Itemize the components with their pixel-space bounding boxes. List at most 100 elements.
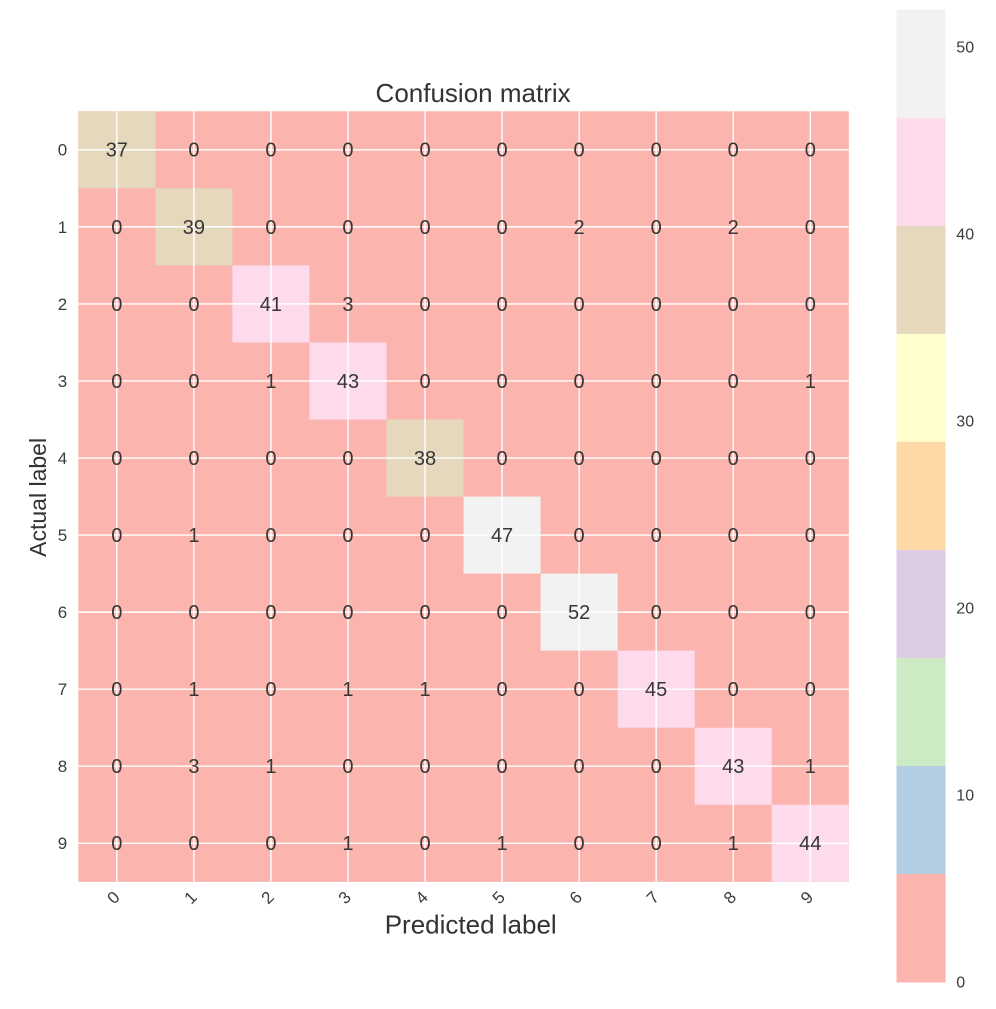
svg-text:1: 1	[419, 679, 430, 701]
svg-text:0: 0	[497, 371, 508, 393]
svg-text:0: 0	[419, 217, 430, 239]
svg-text:0: 0	[574, 525, 585, 547]
svg-text:2: 2	[58, 295, 67, 314]
svg-text:37: 37	[106, 140, 128, 162]
svg-text:0: 0	[728, 525, 739, 547]
svg-text:0: 0	[188, 833, 199, 855]
svg-text:0: 0	[805, 679, 816, 701]
svg-text:0: 0	[651, 140, 662, 162]
svg-text:45: 45	[645, 679, 667, 701]
svg-text:0: 0	[111, 217, 122, 239]
svg-text:0: 0	[265, 525, 276, 547]
svg-text:1: 1	[805, 371, 816, 393]
svg-text:0: 0	[342, 448, 353, 470]
svg-text:0: 0	[265, 833, 276, 855]
svg-text:2: 2	[728, 217, 739, 239]
svg-text:9: 9	[58, 834, 67, 853]
svg-text:0: 0	[651, 371, 662, 393]
svg-text:5: 5	[58, 526, 67, 545]
svg-text:0: 0	[728, 294, 739, 316]
svg-text:0: 0	[651, 602, 662, 624]
svg-text:3: 3	[58, 372, 67, 391]
svg-text:0: 0	[188, 294, 199, 316]
svg-text:6: 6	[58, 603, 67, 622]
svg-text:1: 1	[805, 756, 816, 778]
svg-text:0: 0	[574, 448, 585, 470]
svg-text:43: 43	[337, 371, 359, 393]
svg-text:39: 39	[183, 217, 205, 239]
svg-text:0: 0	[574, 140, 585, 162]
svg-text:0: 0	[58, 141, 67, 160]
svg-text:3: 3	[188, 756, 199, 778]
svg-text:7: 7	[58, 680, 67, 699]
svg-text:0: 0	[419, 602, 430, 624]
svg-text:0: 0	[111, 525, 122, 547]
svg-text:0: 0	[111, 294, 122, 316]
svg-text:0: 0	[342, 140, 353, 162]
svg-text:0: 0	[265, 140, 276, 162]
svg-text:0: 0	[651, 448, 662, 470]
svg-text:0: 0	[497, 217, 508, 239]
svg-text:0: 0	[111, 602, 122, 624]
svg-text:1: 1	[497, 833, 508, 855]
svg-text:20: 20	[956, 601, 974, 618]
svg-text:52: 52	[568, 602, 590, 624]
svg-text:0: 0	[419, 140, 430, 162]
svg-text:0: 0	[265, 217, 276, 239]
svg-text:Actual label: Actual label	[25, 438, 51, 557]
svg-text:0: 0	[497, 602, 508, 624]
svg-text:0: 0	[497, 448, 508, 470]
svg-text:0: 0	[651, 294, 662, 316]
svg-text:0: 0	[728, 371, 739, 393]
svg-text:1: 1	[188, 679, 199, 701]
svg-text:0: 0	[651, 217, 662, 239]
svg-text:0: 0	[651, 756, 662, 778]
svg-text:0: 0	[805, 525, 816, 547]
svg-text:38: 38	[414, 448, 436, 470]
svg-text:Confusion matrix: Confusion matrix	[376, 78, 571, 108]
svg-text:0: 0	[651, 833, 662, 855]
svg-text:0: 0	[805, 140, 816, 162]
svg-text:43: 43	[722, 756, 744, 778]
svg-text:1: 1	[265, 371, 276, 393]
svg-text:0: 0	[728, 602, 739, 624]
svg-text:0: 0	[265, 679, 276, 701]
svg-text:0: 0	[188, 448, 199, 470]
svg-text:0: 0	[728, 448, 739, 470]
svg-text:0: 0	[728, 140, 739, 162]
svg-text:0: 0	[574, 294, 585, 316]
svg-text:0: 0	[651, 525, 662, 547]
svg-text:0: 0	[188, 602, 199, 624]
svg-text:1: 1	[728, 833, 739, 855]
svg-text:0: 0	[419, 294, 430, 316]
svg-text:2: 2	[574, 217, 585, 239]
svg-text:0: 0	[111, 679, 122, 701]
svg-text:0: 0	[111, 833, 122, 855]
svg-text:Predicted label: Predicted label	[385, 910, 557, 940]
svg-text:1: 1	[265, 756, 276, 778]
svg-text:0: 0	[188, 371, 199, 393]
svg-text:10: 10	[956, 788, 974, 805]
svg-text:0: 0	[188, 140, 199, 162]
svg-text:8: 8	[58, 757, 67, 776]
svg-text:0: 0	[111, 371, 122, 393]
svg-text:0: 0	[497, 756, 508, 778]
svg-text:0: 0	[805, 448, 816, 470]
svg-text:0: 0	[111, 448, 122, 470]
svg-text:0: 0	[342, 525, 353, 547]
svg-text:41: 41	[260, 294, 282, 316]
svg-text:0: 0	[342, 756, 353, 778]
svg-text:0: 0	[497, 679, 508, 701]
svg-text:0: 0	[574, 679, 585, 701]
svg-text:3: 3	[342, 294, 353, 316]
svg-text:0: 0	[805, 217, 816, 239]
svg-text:0: 0	[728, 679, 739, 701]
svg-text:50: 50	[956, 40, 974, 57]
svg-text:0: 0	[265, 602, 276, 624]
svg-text:0: 0	[342, 217, 353, 239]
svg-text:0: 0	[805, 602, 816, 624]
svg-text:0: 0	[419, 371, 430, 393]
svg-text:40: 40	[956, 227, 974, 244]
svg-text:0: 0	[419, 756, 430, 778]
svg-text:0: 0	[342, 602, 353, 624]
